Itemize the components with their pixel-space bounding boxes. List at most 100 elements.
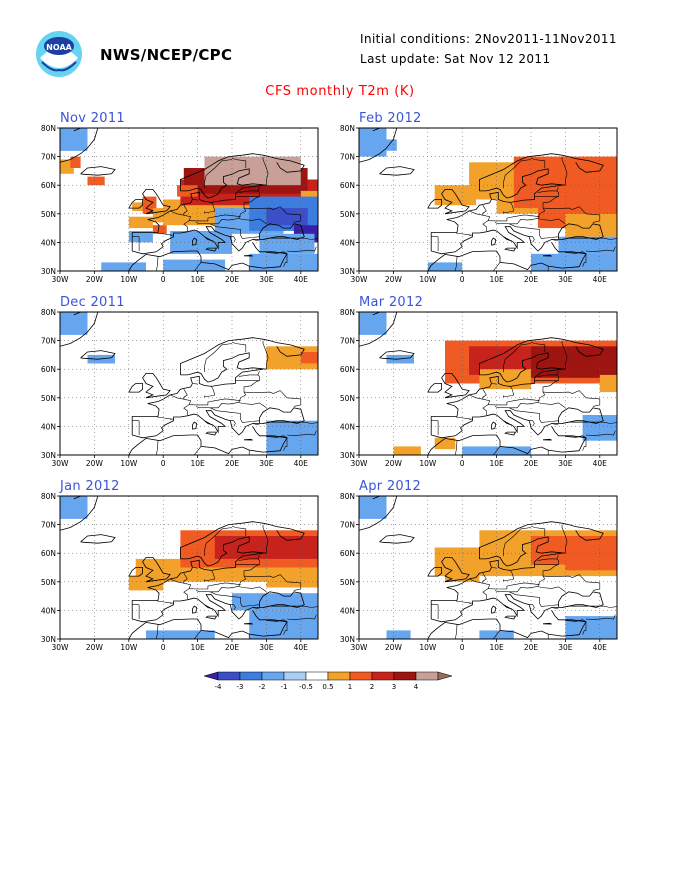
coastline: [504, 247, 517, 252]
map-panel-feb: 30W 20W 10W 0 10E 20E 30E 40E 30N 40N 50N 60N 70N 80N: [340, 124, 618, 284]
border-line: [156, 416, 174, 420]
border-line: [156, 440, 159, 455]
border-line: [582, 253, 587, 267]
anomaly-cell: [132, 202, 146, 211]
x-tick-label: 30W: [52, 459, 70, 468]
y-tick-label: 50N: [340, 210, 355, 219]
anomaly-cell: [152, 225, 167, 234]
coastline: [427, 199, 442, 209]
x-tick-label: 10W: [419, 275, 437, 284]
colorbar-swatch: [327, 671, 351, 681]
map-panel-jan: 30W 20W 10W 0 10E 20E 30E 40E 30N 40N 50N 60N 70N 80N: [41, 492, 319, 652]
border-line: [492, 262, 501, 271]
coastline: [427, 567, 442, 577]
x-tick-label: 30E: [259, 643, 274, 652]
border-line: [455, 600, 473, 604]
map-panel-dec: 30W 20W 10W 0 10E 20E 30E 40E 30N 40N 50N 60N 70N 80N: [41, 308, 319, 468]
border-line: [582, 437, 587, 451]
figure-title: CFS monthly T2m (K): [265, 84, 415, 99]
colorbar-label: -2: [259, 683, 266, 691]
coastline: [565, 435, 587, 439]
x-tick-label: 40E: [294, 459, 309, 468]
border-line: [262, 340, 269, 370]
x-tick-label: 10W: [419, 643, 437, 652]
x-tick-label: 10W: [120, 459, 138, 468]
border-line: [304, 237, 318, 240]
coastline: [205, 615, 218, 620]
coastline: [479, 521, 604, 559]
coastline: [192, 421, 198, 430]
border-line: [204, 570, 216, 582]
y-tick-label: 80N: [340, 492, 355, 501]
x-tick-label: 30E: [558, 459, 573, 468]
coastline: [192, 605, 198, 614]
x-tick-label: 0: [161, 643, 166, 652]
coastline: [266, 619, 288, 623]
agency-label: NWS/NCEP/CPC: [100, 46, 233, 64]
coastline: [323, 228, 332, 242]
border-line: [603, 421, 617, 424]
border-line: [468, 210, 491, 231]
coastline: [128, 610, 288, 639]
coastline: [479, 153, 604, 191]
border-line: [542, 574, 601, 591]
coastline: [204, 420, 214, 426]
coastline: [479, 352, 566, 383]
border-line: [183, 573, 188, 584]
y-tick-label: 70N: [340, 153, 355, 162]
x-tick-label: 0: [161, 459, 166, 468]
border-line: [530, 525, 546, 537]
coastline: [542, 622, 552, 625]
border-line: [455, 416, 473, 420]
coastline: [542, 438, 552, 441]
coastline: [60, 128, 99, 163]
border-line: [230, 420, 236, 427]
border-line: [529, 604, 535, 611]
coastline: [132, 184, 264, 233]
coastline: [431, 184, 563, 233]
border-line: [169, 394, 192, 415]
border-line: [307, 430, 317, 436]
border-line: [606, 246, 616, 252]
border-line: [455, 232, 473, 236]
last-update: Last update: Sat Nov 12 2011: [360, 52, 551, 66]
x-tick-label: 20W: [385, 643, 403, 652]
map-frame: [358, 127, 618, 272]
x-tick-label: 20W: [86, 643, 104, 652]
coastline: [491, 605, 497, 614]
border-line: [561, 156, 568, 186]
x-tick-label: 40E: [294, 275, 309, 284]
border-line: [238, 374, 258, 377]
x-tick-label: 30W: [351, 459, 369, 468]
border-line: [156, 256, 159, 271]
coastline: [427, 610, 587, 639]
coastline: [132, 368, 264, 417]
border-line: [606, 430, 616, 436]
initial-conditions: Initial conditions: 2Nov2011-11Nov2011: [360, 32, 617, 46]
anomaly-cell: [128, 576, 164, 591]
border-line: [585, 434, 607, 436]
border-line: [238, 371, 260, 403]
anomaly-cell: [565, 213, 617, 237]
anomaly-cell: [266, 567, 318, 588]
map-frame: [358, 311, 618, 456]
border-line: [537, 371, 559, 403]
border-line: [231, 341, 247, 353]
x-tick-label: 30W: [52, 275, 70, 284]
x-tick-label: 30W: [351, 275, 369, 284]
x-tick-label: 20W: [86, 459, 104, 468]
anomaly-cell: [60, 496, 88, 519]
x-tick-label: 0: [460, 643, 465, 652]
x-tick-label: 0: [460, 459, 465, 468]
border-line: [193, 630, 202, 639]
x-tick-label: 30W: [351, 643, 369, 652]
y-tick-label: 50N: [340, 578, 355, 587]
coastline: [503, 604, 513, 610]
coastline: [359, 312, 398, 347]
coastline: [430, 410, 604, 439]
logo-text: NOAA: [46, 43, 72, 52]
coastline: [131, 594, 305, 623]
coastline: [205, 431, 218, 436]
panel-title-apr: Apr 2012: [359, 479, 422, 494]
